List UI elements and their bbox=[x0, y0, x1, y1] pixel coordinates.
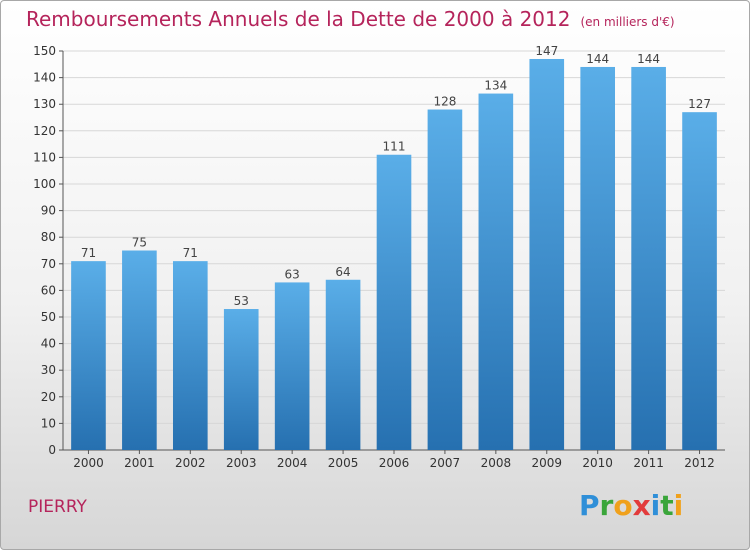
chart-title: Remboursements Annuels de la Dette de 20… bbox=[26, 7, 571, 31]
x-tick-label-2007: 2007 bbox=[430, 456, 461, 470]
x-tick-label-2003: 2003 bbox=[226, 456, 257, 470]
y-tick-label: 120 bbox=[33, 124, 56, 138]
y-tick-label: 100 bbox=[33, 177, 56, 191]
location-name: PIERRY bbox=[28, 497, 87, 517]
y-tick-label: 40 bbox=[41, 337, 56, 351]
axes: 0 10 20 30 40 50 60 70 80 90 100 110 120 130 140 150 200… bbox=[33, 44, 725, 470]
bar-2010 bbox=[580, 66, 616, 451]
y-tick-label: 80 bbox=[41, 230, 56, 244]
y-tick-label: 60 bbox=[41, 283, 56, 297]
bar-2012 bbox=[682, 112, 717, 451]
bar-2001 bbox=[122, 250, 157, 450]
y-tick-label: 150 bbox=[33, 44, 56, 58]
x-tick-label-2001: 2001 bbox=[124, 456, 155, 470]
y-tick-label: 70 bbox=[41, 257, 56, 271]
data-label-2005: 64 bbox=[335, 265, 350, 279]
y-tick-label: 50 bbox=[41, 310, 56, 324]
x-tick-label-2004: 2004 bbox=[277, 456, 308, 470]
x-tick-label-2012: 2012 bbox=[684, 456, 715, 470]
x-tick-label-2011: 2011 bbox=[633, 456, 664, 470]
chart-title-area: Remboursements Annuels de la Dette de 20… bbox=[26, 7, 675, 31]
x-tick-label-2005: 2005 bbox=[328, 456, 359, 470]
data-label-2003: 53 bbox=[234, 294, 249, 308]
x-tick-label-2002: 2002 bbox=[175, 456, 206, 470]
labels: 71 75 71 53 63 64 111 128 134 147 144 144 127 bbox=[81, 44, 711, 308]
data-label-2009: 147 bbox=[535, 44, 558, 58]
bars bbox=[71, 58, 717, 451]
x-tick-label-2008: 2008 bbox=[481, 456, 512, 470]
x-tick-label-2009: 2009 bbox=[531, 456, 562, 470]
data-label-2010: 144 bbox=[586, 52, 609, 66]
y-tick-label: 140 bbox=[33, 71, 56, 85]
chart-unit: (en milliers d'€) bbox=[580, 15, 675, 29]
bar-2007 bbox=[427, 109, 463, 451]
y-tick-label: 30 bbox=[41, 363, 56, 377]
bar-2009 bbox=[529, 58, 565, 450]
bar-2006 bbox=[376, 154, 412, 451]
data-label-2006: 111 bbox=[383, 140, 406, 154]
bar-2002 bbox=[172, 261, 208, 450]
y-tick-label: 130 bbox=[33, 97, 56, 111]
y-tick-label: 0 bbox=[48, 443, 56, 457]
bar-2000 bbox=[71, 261, 106, 450]
bar-2011 bbox=[631, 66, 666, 451]
bar-2003 bbox=[223, 309, 259, 450]
data-label-2001: 75 bbox=[132, 236, 147, 250]
bar-2008 bbox=[478, 93, 514, 450]
y-tick-label: 110 bbox=[33, 150, 56, 164]
x-tick-label-2010: 2010 bbox=[582, 456, 613, 470]
bar-2005 bbox=[325, 279, 361, 450]
data-label-2012: 127 bbox=[688, 97, 711, 111]
y-tick-label: 10 bbox=[41, 416, 56, 430]
x-tick-label-2000: 2000 bbox=[73, 456, 104, 470]
data-label-2000: 71 bbox=[81, 246, 96, 260]
y-tick-label: 20 bbox=[41, 390, 56, 404]
x-tick-label-2006: 2006 bbox=[379, 456, 410, 470]
data-label-2004: 63 bbox=[285, 267, 300, 281]
y-tick-label: 90 bbox=[41, 204, 56, 218]
data-label-2011: 144 bbox=[637, 52, 660, 66]
bar-2004 bbox=[274, 282, 310, 450]
data-label-2007: 128 bbox=[433, 95, 456, 109]
data-label-2002: 71 bbox=[183, 246, 198, 260]
data-label-2008: 134 bbox=[484, 79, 507, 93]
proxiti-logo: Proxiti bbox=[579, 489, 684, 522]
